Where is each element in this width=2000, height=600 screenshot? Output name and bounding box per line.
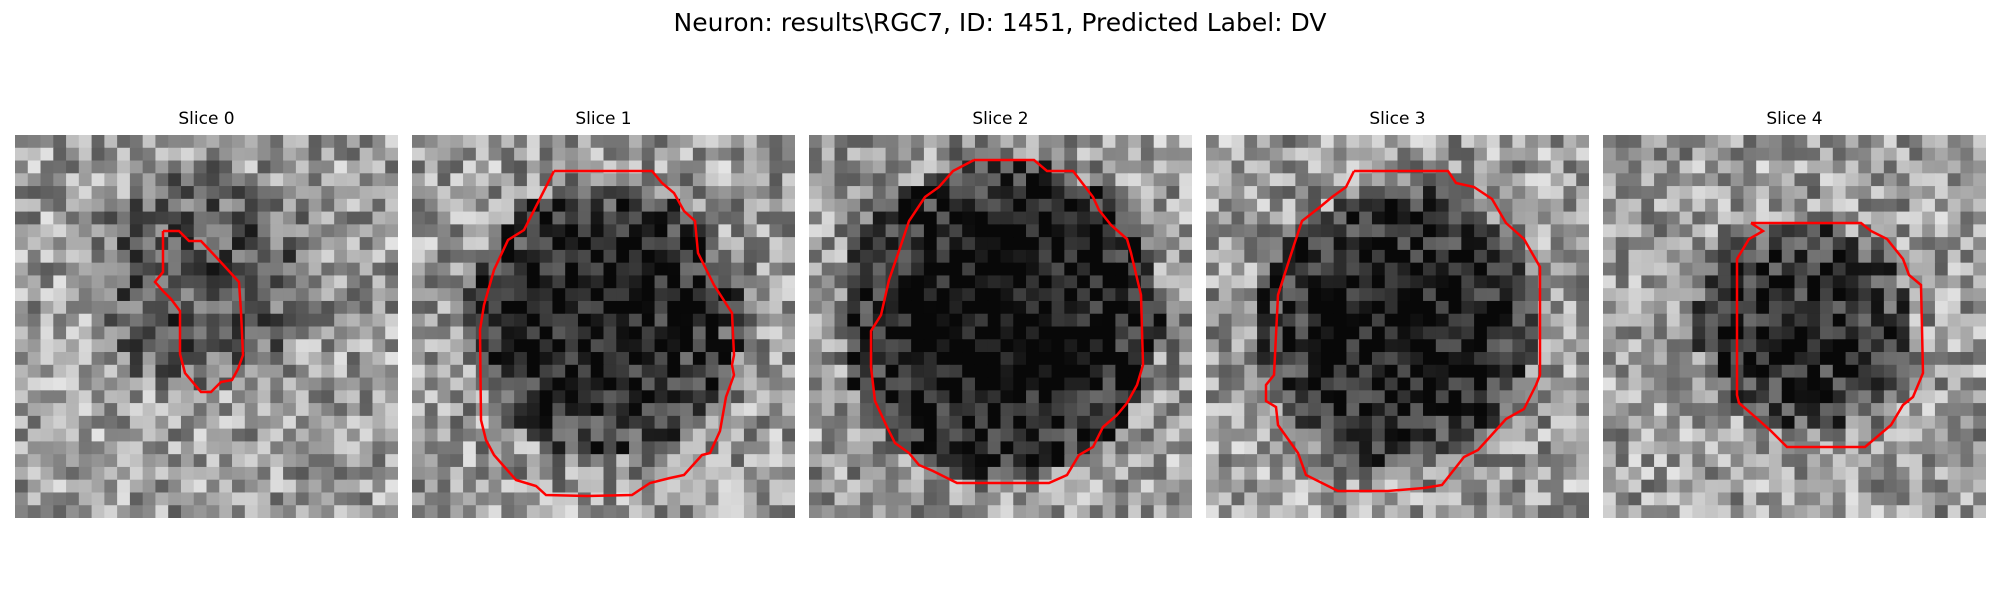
contour-line-3	[1264, 169, 1542, 493]
pixel-grid-1	[412, 135, 795, 518]
contour-line-4	[1735, 221, 1925, 449]
slice-panel-1: Slice 1	[412, 108, 795, 518]
slice-title-1: Slice 1	[575, 109, 632, 129]
slice-panel-3: Slice 3	[1206, 108, 1589, 518]
contour-line-2	[869, 158, 1145, 485]
slice-image-2	[809, 135, 1192, 518]
contour-line-1	[478, 169, 736, 498]
slice-title-0: Slice 0	[178, 109, 235, 129]
pixel-grid-3	[1206, 135, 1589, 518]
pixel-grid-2	[809, 135, 1192, 518]
slice-title-4: Slice 4	[1766, 109, 1823, 129]
slice-title-2: Slice 2	[972, 109, 1029, 129]
slice-image-1	[412, 135, 795, 518]
slice-panel-4: Slice 4	[1603, 108, 1986, 518]
pixel-grid-0	[15, 135, 398, 518]
slice-panel-2: Slice 2	[809, 108, 1192, 518]
slice-image-0	[15, 135, 398, 518]
figure-title: Neuron: results\RGC7, ID: 1451, Predicte…	[673, 8, 1327, 37]
pixel-grid-4	[1603, 135, 1986, 518]
slice-panel-0: Slice 0	[15, 108, 398, 518]
slice-image-3	[1206, 135, 1589, 518]
slice-title-3: Slice 3	[1369, 109, 1426, 129]
slice-image-4	[1603, 135, 1986, 518]
contour-line-0	[153, 229, 245, 394]
